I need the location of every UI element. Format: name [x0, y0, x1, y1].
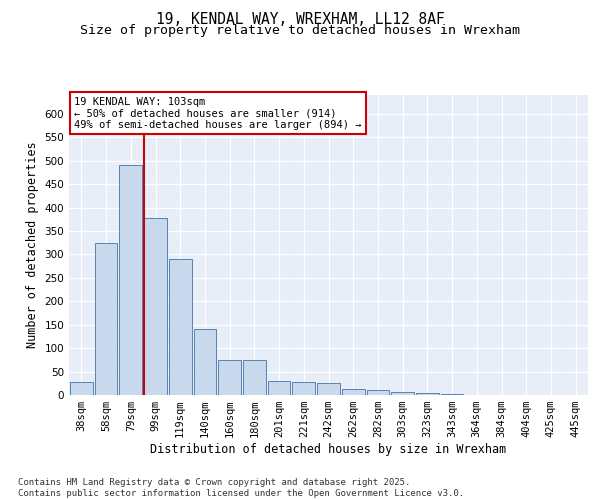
Bar: [243, 360, 266, 395]
Bar: [169, 259, 191, 395]
Bar: [119, 166, 142, 395]
Bar: [391, 392, 414, 395]
Bar: [292, 382, 315, 395]
Y-axis label: Number of detached properties: Number of detached properties: [26, 142, 39, 348]
Text: 19 KENDAL WAY: 103sqm
← 50% of detached houses are smaller (914)
49% of semi-det: 19 KENDAL WAY: 103sqm ← 50% of detached …: [74, 96, 362, 130]
Bar: [194, 330, 216, 395]
Text: 19, KENDAL WAY, WREXHAM, LL12 8AF: 19, KENDAL WAY, WREXHAM, LL12 8AF: [155, 12, 445, 28]
Bar: [268, 381, 290, 395]
Text: Size of property relative to detached houses in Wrexham: Size of property relative to detached ho…: [80, 24, 520, 37]
Bar: [95, 243, 118, 395]
Bar: [342, 389, 365, 395]
Bar: [144, 218, 167, 395]
Bar: [218, 360, 241, 395]
Bar: [441, 394, 463, 395]
X-axis label: Distribution of detached houses by size in Wrexham: Distribution of detached houses by size …: [151, 443, 506, 456]
Text: Contains HM Land Registry data © Crown copyright and database right 2025.
Contai: Contains HM Land Registry data © Crown c…: [18, 478, 464, 498]
Bar: [416, 393, 439, 395]
Bar: [317, 384, 340, 395]
Bar: [70, 382, 93, 395]
Bar: [367, 390, 389, 395]
